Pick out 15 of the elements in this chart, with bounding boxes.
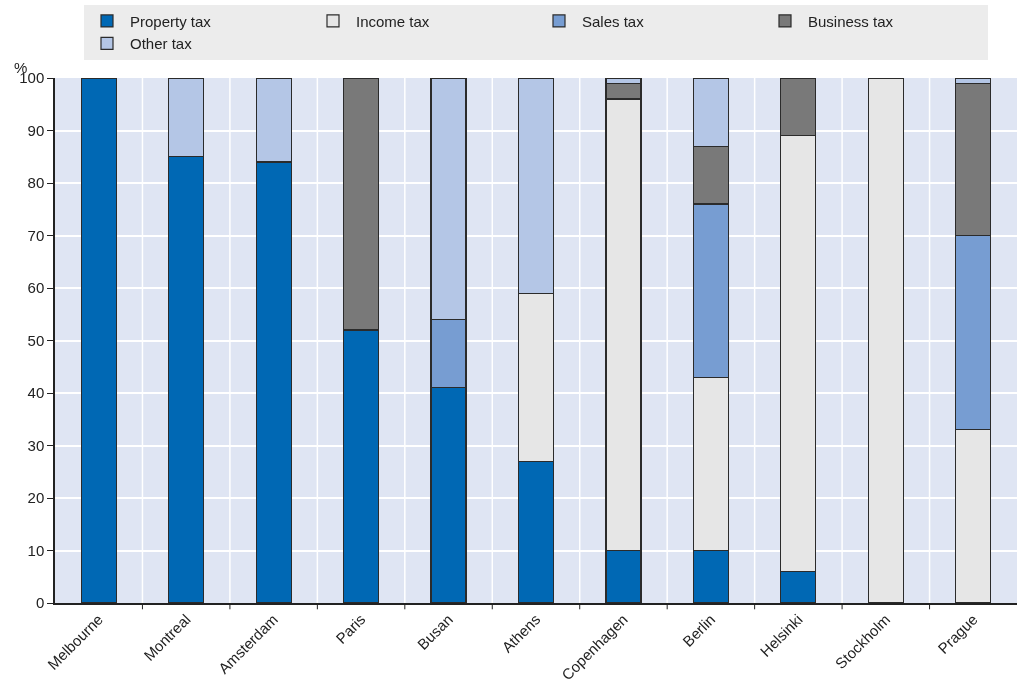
y-tick-label: 60	[27, 279, 45, 297]
y-tick-label: 50	[27, 331, 45, 349]
y-tick-label: 30	[27, 436, 45, 454]
legend-label: Business tax	[808, 12, 894, 30]
y-tick-label: 10	[27, 541, 45, 559]
y-tick-label: 40	[27, 384, 45, 402]
y-tick-label: 0	[35, 594, 45, 612]
y-tick-label: 20	[27, 489, 45, 507]
y-tick-label: 90	[27, 121, 45, 139]
y-tick-label: 80	[27, 174, 45, 192]
legend-label: Sales tax	[582, 12, 645, 30]
legend-label: Other tax	[130, 35, 193, 53]
y-tick-label: 70	[27, 226, 45, 244]
legend-label: Property tax	[130, 12, 212, 30]
legend-label: Income tax	[356, 12, 430, 30]
